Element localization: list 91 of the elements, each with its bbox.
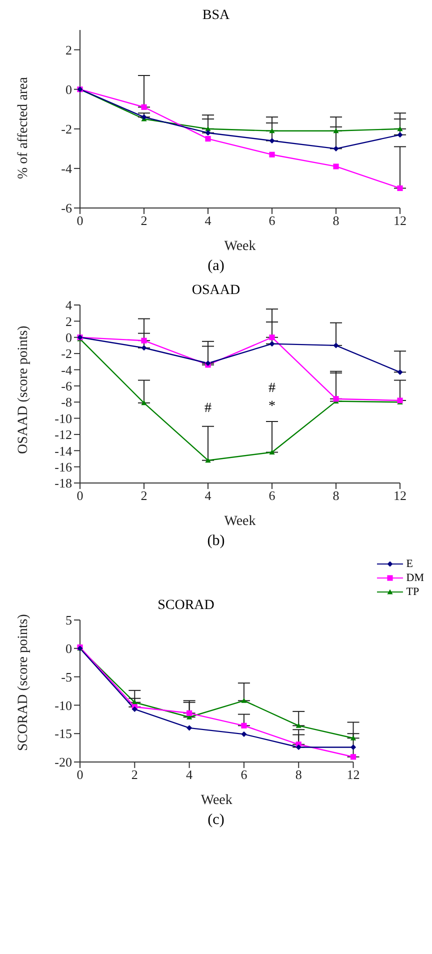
x-axis-title: Week bbox=[224, 239, 256, 254]
legend-label: TP bbox=[406, 586, 420, 598]
x-tick-label: 12 bbox=[394, 213, 406, 228]
point bbox=[333, 342, 339, 348]
point bbox=[397, 126, 403, 132]
y-tick-label: -12 bbox=[54, 427, 72, 442]
point bbox=[205, 126, 211, 132]
point bbox=[241, 731, 247, 737]
legend-label: DM bbox=[406, 572, 424, 584]
y-tick-label: -15 bbox=[54, 726, 72, 742]
point bbox=[205, 458, 211, 463]
x-tick-label: 8 bbox=[295, 767, 302, 782]
point bbox=[397, 132, 403, 138]
point bbox=[333, 164, 339, 170]
y-tick-label: -6 bbox=[61, 378, 72, 394]
x-tick-label: 0 bbox=[76, 213, 84, 228]
point bbox=[350, 735, 356, 740]
point bbox=[269, 449, 275, 454]
x-axis-title: Week bbox=[224, 514, 256, 529]
point bbox=[397, 185, 403, 192]
y-tick-label: 2 bbox=[66, 42, 72, 58]
point bbox=[205, 136, 211, 142]
y-tick-label: -10 bbox=[54, 410, 72, 426]
point bbox=[141, 345, 147, 351]
x-tick-label: 6 bbox=[240, 767, 248, 782]
point bbox=[397, 369, 403, 375]
point bbox=[241, 722, 247, 728]
x-axis-title: Week bbox=[200, 793, 232, 808]
point bbox=[141, 338, 147, 344]
x-tick-label: 6 bbox=[268, 213, 276, 228]
x-tick-label: 6 bbox=[268, 488, 276, 504]
y-axis-title: SCORAD (score points) bbox=[16, 614, 31, 751]
point bbox=[350, 754, 356, 760]
y-tick-label: -4 bbox=[61, 362, 72, 378]
point bbox=[205, 130, 211, 136]
point bbox=[186, 710, 192, 716]
x-tick-label: 8 bbox=[332, 213, 340, 228]
y-tick-label: -4 bbox=[61, 161, 72, 176]
text: (b) bbox=[206, 533, 226, 550]
y-tick-label: -10 bbox=[54, 698, 72, 713]
x-tick-label: 0 bbox=[76, 767, 84, 782]
y-tick-label: -2 bbox=[61, 122, 72, 137]
text: (c) bbox=[206, 812, 226, 829]
x-tick-label: 2 bbox=[131, 767, 138, 782]
point bbox=[241, 698, 247, 703]
point bbox=[350, 744, 356, 750]
y-tick-label: 5 bbox=[66, 612, 72, 628]
annotation: # bbox=[204, 401, 212, 417]
x-tick-label: 8 bbox=[332, 488, 340, 504]
y-tick-label: -18 bbox=[54, 476, 72, 491]
legend-label: E bbox=[406, 558, 413, 570]
y-tick-label: -16 bbox=[54, 459, 72, 474]
y-tick-label: 0 bbox=[66, 82, 72, 97]
point bbox=[269, 138, 275, 144]
point bbox=[186, 725, 192, 731]
chart-title: OSAAD bbox=[190, 283, 242, 299]
point bbox=[269, 334, 275, 340]
x-tick-label: 4 bbox=[204, 213, 212, 228]
point bbox=[296, 722, 302, 728]
y-axis-title: OSAAD (score points) bbox=[16, 325, 31, 454]
point bbox=[141, 400, 147, 406]
x-tick-label: 2 bbox=[140, 213, 148, 228]
x-tick-label: 12 bbox=[346, 767, 360, 782]
y-tick-label: 0 bbox=[66, 330, 72, 345]
chart-title: SCORAD bbox=[156, 598, 216, 614]
y-tick-label: -6 bbox=[61, 200, 72, 216]
x-tick-label: 4 bbox=[204, 488, 212, 504]
point bbox=[269, 341, 275, 347]
y-tick-label: -20 bbox=[54, 754, 72, 770]
annotation: * bbox=[268, 399, 276, 415]
y-tick-label: 2 bbox=[66, 314, 72, 329]
x-tick-label: 4 bbox=[186, 767, 194, 782]
point bbox=[296, 744, 302, 750]
point bbox=[269, 152, 275, 158]
chart-title: BSA bbox=[201, 8, 231, 24]
point bbox=[141, 104, 147, 110]
y-tick-label: -5 bbox=[61, 669, 72, 684]
y-tick-label: -8 bbox=[61, 394, 72, 410]
x-tick-label: 2 bbox=[140, 488, 148, 504]
x-tick-label: 12 bbox=[394, 488, 406, 504]
y-axis-title: % of affected area bbox=[16, 76, 31, 179]
y-tick-label: 4 bbox=[66, 298, 72, 313]
y-tick-label: -2 bbox=[61, 346, 72, 362]
text: (a) bbox=[206, 258, 226, 275]
point bbox=[333, 146, 339, 152]
annotation: # bbox=[268, 381, 276, 397]
x-tick-label: 0 bbox=[76, 488, 84, 504]
y-tick-label: 0 bbox=[66, 641, 72, 656]
y-tick-label: -14 bbox=[54, 443, 72, 458]
point bbox=[333, 128, 339, 134]
point bbox=[269, 128, 275, 134]
